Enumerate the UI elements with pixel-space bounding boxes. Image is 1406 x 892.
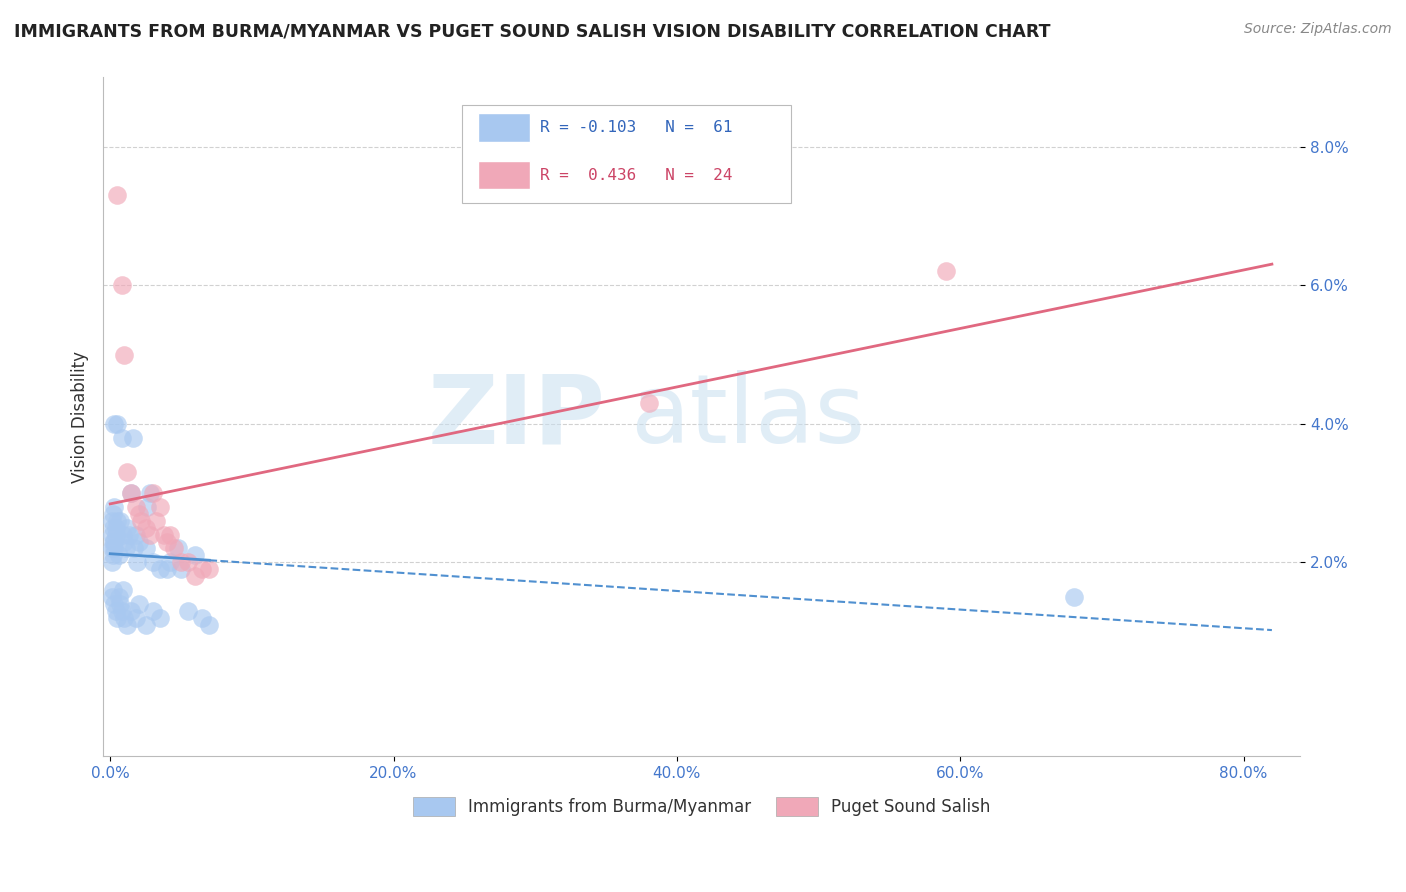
Point	[142, 604, 165, 618]
Point	[128, 534, 150, 549]
Point	[112, 347, 135, 361]
Point	[115, 617, 138, 632]
Point	[149, 611, 172, 625]
Point	[156, 562, 179, 576]
Point	[112, 534, 135, 549]
Point	[198, 562, 221, 576]
Point	[107, 590, 129, 604]
Text: R =  0.436   N =  24: R = 0.436 N = 24	[540, 168, 733, 183]
Point	[107, 549, 129, 563]
Point	[131, 514, 153, 528]
Point	[170, 555, 193, 569]
Point	[149, 500, 172, 514]
Point	[111, 527, 134, 541]
Point	[110, 278, 132, 293]
Point	[127, 555, 149, 569]
Point	[125, 611, 148, 625]
Point	[184, 549, 207, 563]
Point	[159, 555, 181, 569]
Point	[128, 597, 150, 611]
Point	[103, 534, 125, 549]
Point	[1063, 590, 1085, 604]
FancyBboxPatch shape	[478, 161, 530, 189]
Text: atlas: atlas	[630, 370, 865, 463]
Point	[100, 541, 122, 556]
Point	[101, 549, 124, 563]
Point	[115, 465, 138, 479]
Point	[121, 604, 143, 618]
Text: R = -0.103   N =  61: R = -0.103 N = 61	[540, 120, 733, 136]
Point	[121, 486, 143, 500]
Point	[136, 500, 159, 514]
Point	[117, 527, 139, 541]
Text: ZIP: ZIP	[427, 370, 606, 463]
Point	[114, 541, 136, 556]
Point	[125, 500, 148, 514]
Point	[124, 541, 146, 556]
Point	[139, 486, 162, 500]
Point	[125, 527, 148, 541]
Point	[142, 486, 165, 500]
Text: IMMIGRANTS FROM BURMA/MYANMAR VS PUGET SOUND SALISH VISION DISABILITY CORRELATIO: IMMIGRANTS FROM BURMA/MYANMAR VS PUGET S…	[14, 22, 1050, 40]
Point	[104, 521, 127, 535]
Point	[184, 569, 207, 583]
Point	[115, 521, 138, 535]
Point	[637, 396, 659, 410]
Point	[121, 486, 143, 500]
Point	[135, 617, 157, 632]
Point	[100, 527, 122, 541]
Point	[191, 611, 214, 625]
FancyBboxPatch shape	[463, 104, 792, 203]
Point	[105, 514, 128, 528]
Point	[108, 597, 131, 611]
Point	[101, 507, 124, 521]
Point	[170, 562, 193, 576]
Point	[101, 582, 124, 597]
Point	[104, 527, 127, 541]
Point	[110, 431, 132, 445]
Y-axis label: Vision Disability: Vision Disability	[72, 351, 89, 483]
Point	[128, 507, 150, 521]
Point	[103, 541, 125, 556]
Point	[105, 611, 128, 625]
Point	[105, 417, 128, 431]
Point	[103, 417, 125, 431]
Point	[100, 514, 122, 528]
Point	[159, 527, 181, 541]
Point	[156, 534, 179, 549]
Point	[198, 617, 221, 632]
Point	[139, 527, 162, 541]
Point	[145, 514, 167, 528]
Point	[135, 541, 157, 556]
Point	[101, 521, 124, 535]
Text: Source: ZipAtlas.com: Source: ZipAtlas.com	[1244, 22, 1392, 37]
Point	[163, 541, 186, 556]
Point	[153, 527, 176, 541]
FancyBboxPatch shape	[478, 113, 530, 142]
Point	[135, 521, 157, 535]
Point	[142, 555, 165, 569]
Point	[167, 541, 190, 556]
Point	[935, 264, 957, 278]
Point	[101, 534, 124, 549]
Point	[103, 597, 125, 611]
Point	[112, 611, 135, 625]
Point	[111, 582, 134, 597]
Point	[100, 555, 122, 569]
Point	[177, 604, 200, 618]
Point	[108, 514, 131, 528]
Legend: Immigrants from Burma/Myanmar, Puget Sound Salish: Immigrants from Burma/Myanmar, Puget Sou…	[406, 790, 997, 822]
Point	[122, 431, 145, 445]
Point	[103, 500, 125, 514]
Point	[110, 604, 132, 618]
Point	[149, 562, 172, 576]
Point	[177, 555, 200, 569]
Point	[191, 562, 214, 576]
Point	[104, 604, 127, 618]
Point	[105, 188, 128, 202]
Point	[100, 590, 122, 604]
